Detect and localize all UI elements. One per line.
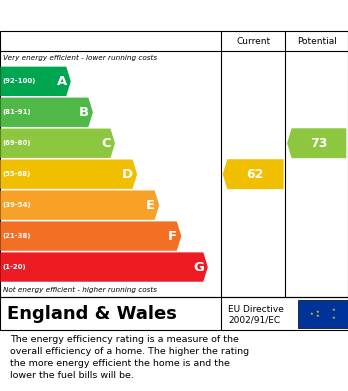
Text: ★: ★ bbox=[332, 316, 336, 319]
Text: A: A bbox=[56, 75, 67, 88]
Text: (69-80): (69-80) bbox=[3, 140, 31, 146]
Polygon shape bbox=[0, 160, 137, 189]
Polygon shape bbox=[0, 129, 115, 158]
Text: ★: ★ bbox=[310, 312, 313, 316]
Text: Very energy efficient - lower running costs: Very energy efficient - lower running co… bbox=[3, 55, 158, 61]
Text: Energy Efficiency Rating: Energy Efficiency Rating bbox=[7, 8, 217, 23]
Polygon shape bbox=[0, 221, 181, 251]
Polygon shape bbox=[0, 252, 208, 282]
Text: (92-100): (92-100) bbox=[3, 78, 36, 84]
Text: ★: ★ bbox=[316, 314, 319, 318]
Text: C: C bbox=[101, 137, 111, 150]
Text: G: G bbox=[193, 260, 204, 274]
Text: (21-38): (21-38) bbox=[3, 233, 31, 239]
Polygon shape bbox=[287, 128, 346, 158]
Polygon shape bbox=[223, 159, 284, 189]
Polygon shape bbox=[0, 190, 159, 220]
Text: (1-20): (1-20) bbox=[3, 264, 26, 270]
Text: ★: ★ bbox=[316, 310, 319, 314]
Text: 62: 62 bbox=[247, 168, 264, 181]
Text: Current: Current bbox=[236, 37, 270, 46]
Text: (81-91): (81-91) bbox=[3, 109, 31, 115]
Text: D: D bbox=[122, 168, 133, 181]
Text: B: B bbox=[79, 106, 89, 119]
Text: E: E bbox=[146, 199, 155, 212]
Text: 73: 73 bbox=[310, 137, 327, 150]
Text: F: F bbox=[168, 230, 177, 242]
Text: (55-68): (55-68) bbox=[3, 171, 31, 177]
Text: ★: ★ bbox=[332, 308, 336, 312]
Text: Potential: Potential bbox=[297, 37, 337, 46]
Polygon shape bbox=[0, 66, 71, 96]
Text: 2002/91/EC: 2002/91/EC bbox=[228, 315, 280, 324]
Text: (39-54): (39-54) bbox=[3, 202, 31, 208]
Bar bbox=[298, 300, 348, 328]
Text: The energy efficiency rating is a measure of the
overall efficiency of a home. T: The energy efficiency rating is a measur… bbox=[10, 335, 250, 380]
Text: EU Directive: EU Directive bbox=[228, 305, 284, 314]
Polygon shape bbox=[0, 98, 93, 127]
Text: England & Wales: England & Wales bbox=[7, 305, 177, 323]
Text: Not energy efficient - higher running costs: Not energy efficient - higher running co… bbox=[3, 287, 158, 293]
